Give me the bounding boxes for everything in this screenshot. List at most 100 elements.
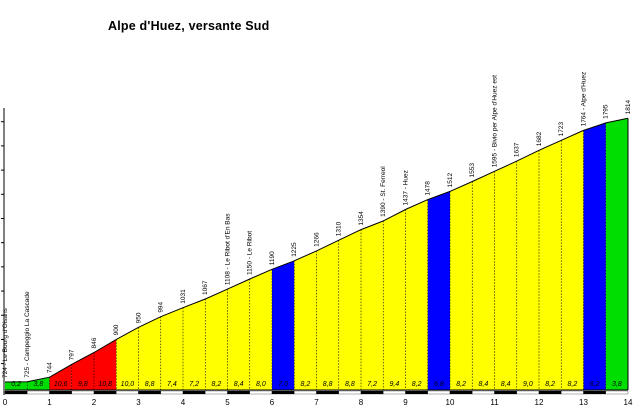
km-scale-block — [383, 390, 406, 395]
grade-label: 10,8 — [98, 381, 112, 388]
grade-label: 8,8 — [345, 381, 355, 388]
km-scale-block — [605, 390, 629, 395]
km-scale-block — [449, 390, 473, 395]
grade-label: 0,2 — [11, 381, 21, 388]
gradient-segment — [116, 327, 139, 390]
km-scale-block — [138, 390, 161, 395]
grade-label: 3,8 — [34, 381, 44, 388]
km-scale-block — [405, 390, 428, 395]
grade-label: 8,4 — [501, 381, 511, 388]
grade-label: 10,6 — [54, 381, 68, 388]
altitude-label: 744 — [47, 362, 54, 373]
altitude-label: 1553 — [469, 163, 476, 178]
grade-label: 9,0 — [523, 381, 533, 388]
place-label: 1390 - St. Ferreol — [380, 166, 387, 217]
gradient-segment — [205, 289, 228, 390]
km-scale-block — [538, 390, 562, 395]
km-tick-label: 10 — [446, 398, 455, 407]
km-scale-block — [472, 390, 495, 395]
grade-label: 8,2 — [456, 381, 466, 388]
grade-label: 8,2 — [545, 381, 555, 388]
gradient-segment — [516, 150, 539, 390]
grade-label: 9,4 — [390, 381, 400, 388]
gradient-segment — [539, 140, 562, 390]
km-scale-block — [93, 390, 117, 395]
gradient-segment — [605, 118, 628, 391]
profile-line — [4, 117, 629, 383]
grade-label: 8,4 — [234, 381, 244, 388]
gradient-segment — [450, 181, 473, 390]
gradient-segment — [160, 307, 183, 390]
km-tick-label: 11 — [490, 398, 499, 407]
km-scale-block — [160, 390, 184, 395]
km-scale-block — [316, 390, 339, 395]
km-scale-block — [271, 390, 295, 395]
grade-label: 3,8 — [612, 381, 622, 388]
gradient-segment — [338, 229, 361, 390]
km-scale-block — [182, 390, 206, 395]
altitude-label: 1478 — [425, 181, 432, 196]
km-tick-label: 7 — [314, 398, 319, 407]
grade-label: 8,8 — [323, 381, 333, 388]
km-scale-block — [71, 390, 95, 395]
gradient-segment — [5, 381, 28, 390]
grade-label: 8,2 — [301, 381, 311, 388]
km-tick-label: 5 — [225, 398, 230, 407]
km-tick-label: 3 — [136, 398, 141, 407]
gradient-segment — [227, 279, 250, 390]
km-scale-block — [294, 390, 317, 395]
gradient-segment — [49, 364, 72, 390]
gradient-segment — [561, 130, 584, 390]
chart-title: Alpe d'Huez, versante Sud — [108, 19, 270, 33]
altitude-label: 1031 — [180, 289, 187, 304]
altitude-label: 1795 — [603, 104, 610, 119]
km-tick-label: 6 — [270, 398, 275, 407]
km-tick-label: 0 — [3, 398, 8, 407]
gradient-segment — [294, 250, 317, 390]
km-scale-block — [27, 390, 50, 395]
altitude-label: 900 — [113, 324, 120, 335]
km-scale-block — [116, 390, 139, 395]
place-label: 1595 - Bivio per Alpe d'Huez est — [492, 75, 499, 167]
km-tick-label: 1 — [47, 398, 52, 407]
altitude-label: 1354 — [358, 211, 365, 226]
grade-label: 9,8 — [78, 381, 88, 388]
km-tick-label: 4 — [181, 398, 186, 407]
altitude-label: 1637 — [514, 142, 521, 157]
km-tick-label: 8 — [359, 398, 364, 407]
km-scale-block — [49, 390, 72, 395]
km-scale-block — [516, 390, 540, 395]
grade-label: 8,0 — [256, 381, 266, 388]
gradient-segment — [27, 377, 50, 390]
place-label: 1150 - Le Ribot — [247, 231, 254, 275]
gradient-segment — [472, 171, 495, 390]
km-scale-block — [205, 390, 228, 395]
gradient-segment — [183, 299, 206, 390]
grade-label: 10,0 — [121, 381, 135, 388]
place-label: 724 - Le Bourg d'Oisans — [2, 307, 9, 378]
altitude-label: 1266 — [314, 232, 321, 247]
altitude-label: 1225 — [291, 242, 298, 257]
altitude-label: 797 — [69, 349, 76, 360]
gradient-segment — [361, 220, 384, 390]
gradient-segment — [583, 122, 606, 391]
km-tick-label: 12 — [535, 398, 544, 407]
place-label: 1437 - Huez — [403, 170, 410, 205]
altitude-label: 1512 — [447, 173, 454, 188]
grade-label: 8,4 — [479, 381, 489, 388]
altitude-label: 1723 — [558, 121, 565, 136]
place-label: 725 - Campeggio La Cascade — [24, 291, 31, 378]
km-scale-block — [338, 390, 362, 395]
place-label: 1764 - Alpe d'Huez — [581, 72, 588, 127]
gradient-segment — [316, 240, 339, 390]
gradient-segment — [272, 260, 295, 390]
km-scale-block — [360, 390, 384, 395]
altitude-label: 950 — [136, 312, 143, 323]
altitude-label: 1814 — [625, 99, 632, 114]
gradient-segment — [383, 209, 406, 390]
grade-label: 7,2 — [189, 381, 199, 388]
km-tick-label: 14 — [624, 398, 633, 407]
km-tick-label: 9 — [403, 398, 408, 407]
km-scale-block — [583, 390, 606, 395]
